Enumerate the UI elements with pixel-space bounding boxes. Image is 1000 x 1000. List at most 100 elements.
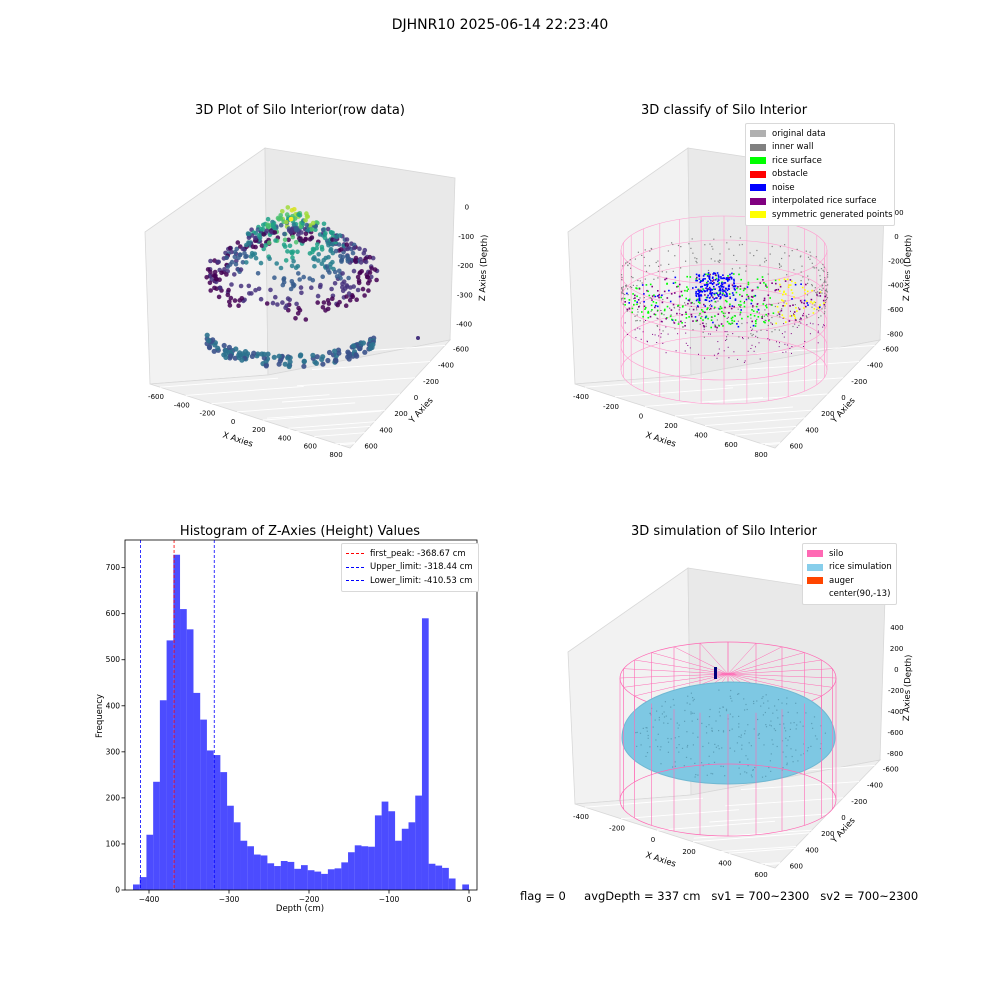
raw-cloud-point xyxy=(351,242,357,248)
sim-rice-point xyxy=(670,706,672,708)
cls-noise-point xyxy=(695,290,697,293)
cls-surface-point xyxy=(762,279,764,281)
cls-surface-point xyxy=(728,322,730,325)
cls-surface-point xyxy=(781,314,784,316)
raw-cloud-point xyxy=(312,264,317,269)
cls-wall-point xyxy=(639,297,641,299)
raw-cloud-point xyxy=(325,357,331,364)
cls-surface-point xyxy=(733,278,735,281)
cls-surface-point xyxy=(696,319,698,322)
sim-z-tick-label: 200 xyxy=(890,645,903,653)
cls-surface-point xyxy=(663,290,666,293)
cls-surface-point xyxy=(765,313,767,316)
raw-cloud-point xyxy=(325,306,331,312)
cls-surface-point xyxy=(713,293,716,296)
cls-interp-point xyxy=(716,329,718,331)
cls-noise-point xyxy=(702,275,705,277)
cls-surface-point xyxy=(759,282,762,284)
cls-surface-point xyxy=(706,281,708,284)
sim-rice-point xyxy=(786,703,788,705)
cls-noise-point xyxy=(725,295,727,298)
sim-rice-point xyxy=(765,724,767,726)
simulation-3d-gridlines xyxy=(584,764,884,872)
sim-rice-point xyxy=(691,712,693,714)
cls-surface-point xyxy=(687,288,689,290)
cls-wall-point xyxy=(660,264,662,266)
sim-rice-point xyxy=(776,745,778,748)
raw-x-tick-label: 0 xyxy=(231,418,235,426)
cls-surface-point xyxy=(726,300,728,303)
classify-legend-entry: noise xyxy=(750,181,890,195)
sim-rice-point xyxy=(806,750,809,752)
cls-surface-point xyxy=(775,322,777,325)
sim-rice-point xyxy=(640,744,642,746)
cls-surface-point xyxy=(778,290,781,292)
cls-wall-point xyxy=(668,263,670,265)
sim-rice-point xyxy=(636,731,638,733)
cls-surface-point xyxy=(711,280,714,282)
raw-cloud-point xyxy=(332,281,338,286)
histogram-legend-label: first_peak: -368.67 cm xyxy=(370,548,466,559)
raw-cloud-point xyxy=(229,282,234,287)
cls-noise-point xyxy=(711,283,714,286)
raw-cloud-point xyxy=(240,246,246,252)
sim-rice-point xyxy=(739,761,741,763)
cls-surface-point xyxy=(702,319,704,321)
cls-surface-point xyxy=(779,283,781,286)
cls-interp-point xyxy=(770,304,772,306)
sim-rice-point xyxy=(741,748,743,750)
cls-wall-point xyxy=(650,247,652,250)
sim-x-gridline xyxy=(764,855,884,866)
classify-legend-label: inner wall xyxy=(772,142,814,153)
raw-cloud-point xyxy=(309,235,315,240)
cls-wall-point xyxy=(756,249,758,252)
raw-cloud-point xyxy=(272,230,278,235)
histogram-y-label: Frequency xyxy=(95,694,105,738)
cls-wall-point xyxy=(672,243,674,246)
raw-cloud-point xyxy=(321,300,327,305)
cls-surface-point xyxy=(654,313,657,316)
cls-surface-point xyxy=(790,289,793,291)
raw-cloud-point xyxy=(357,346,363,352)
sim-rice-point xyxy=(746,772,748,774)
cls-wall-point xyxy=(658,265,660,267)
simulation-x-label: X Axies xyxy=(644,850,677,869)
sim-rice-point xyxy=(692,700,694,702)
cls-wall-point xyxy=(818,317,820,319)
histogram-legend-entry: Lower_limit: -410.53 cm xyxy=(346,574,474,588)
raw-cloud-point xyxy=(325,268,331,273)
raw-cloud-point xyxy=(290,234,296,240)
cls-surface-point xyxy=(747,283,750,286)
histogram-bar xyxy=(206,750,214,890)
sim-wire-spoke xyxy=(727,659,822,675)
raw-cloud-point xyxy=(235,240,241,245)
cls-noise-point xyxy=(721,283,724,286)
histogram-plot[interactable]: −400 −300 −200 −100 00100200300400500600700 … xyxy=(0,520,500,920)
cls-interp-point xyxy=(729,312,730,314)
raw-cloud-point xyxy=(319,261,325,267)
cls-wall-point xyxy=(639,320,641,322)
sim-rice-point xyxy=(781,740,784,742)
cls-wall-point xyxy=(636,314,638,316)
histogram-x-tick-label: −200 xyxy=(299,895,320,904)
raw-cloud-point xyxy=(293,240,299,245)
raw-cloud-point xyxy=(283,258,289,263)
raw-cloud-point xyxy=(320,274,326,280)
cls-noise-point xyxy=(733,280,735,282)
raw-cloud-point xyxy=(350,343,357,349)
cls-y-gridline xyxy=(662,442,781,452)
cls-wall-point xyxy=(629,259,631,261)
cls-noise-point xyxy=(710,282,713,284)
cls-wall-point xyxy=(621,287,623,289)
cls-interp-point xyxy=(765,320,767,322)
cls-wall-point xyxy=(784,252,786,254)
cls-interp-point xyxy=(726,331,728,333)
cls-surface-point xyxy=(677,323,680,325)
histogram-y-tick-label: 500 xyxy=(106,655,121,664)
cls-surface-point xyxy=(784,305,786,307)
cls-surface-point xyxy=(653,294,655,296)
cls-wall-point xyxy=(817,291,819,293)
